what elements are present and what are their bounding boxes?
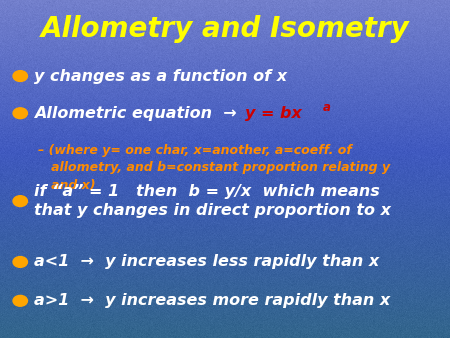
- Text: a: a: [323, 101, 330, 114]
- Circle shape: [13, 295, 27, 306]
- Text: Allometry and Isometry: Allometry and Isometry: [40, 15, 410, 43]
- Text: y changes as a function of x: y changes as a function of x: [34, 69, 287, 83]
- Text: – (where y= one char, x=another, a=coeff. of
   allometry, and b=constant propor: – (where y= one char, x=another, a=coeff…: [38, 144, 391, 192]
- Circle shape: [13, 71, 27, 81]
- Text: y = bx: y = bx: [245, 106, 302, 121]
- Text: a<1  →  y increases less rapidly than x: a<1 → y increases less rapidly than x: [34, 255, 379, 269]
- Circle shape: [13, 108, 27, 119]
- Circle shape: [13, 196, 27, 207]
- Text: if “a” = 1   then  b = y/x  which means
that y changes in direct proportion to x: if “a” = 1 then b = y/x which means that…: [34, 184, 391, 218]
- Text: Allometric equation  →: Allometric equation →: [34, 106, 248, 121]
- Text: a>1  →  y increases more rapidly than x: a>1 → y increases more rapidly than x: [34, 293, 390, 308]
- Circle shape: [13, 257, 27, 267]
